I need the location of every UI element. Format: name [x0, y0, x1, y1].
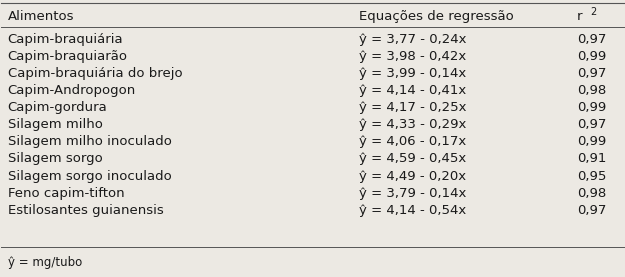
Text: Alimentos: Alimentos [8, 10, 74, 23]
Text: Feno capim-tifton: Feno capim-tifton [8, 187, 124, 200]
Text: ŷ = 4,14 - 0,54x: ŷ = 4,14 - 0,54x [359, 204, 466, 217]
Text: ŷ = 4,14 - 0,41x: ŷ = 4,14 - 0,41x [359, 84, 466, 97]
Text: ŷ = 3,99 - 0,14x: ŷ = 3,99 - 0,14x [359, 67, 466, 80]
Text: 0,97: 0,97 [577, 204, 606, 217]
Text: ŷ = mg/tubo: ŷ = mg/tubo [8, 256, 82, 269]
Text: ŷ = 4,17 - 0,25x: ŷ = 4,17 - 0,25x [359, 101, 467, 114]
Text: Equações de regressão: Equações de regressão [359, 10, 514, 23]
Text: 2: 2 [591, 7, 597, 17]
Text: ŷ = 3,79 - 0,14x: ŷ = 3,79 - 0,14x [359, 187, 466, 200]
Text: Estilosantes guianensis: Estilosantes guianensis [8, 204, 163, 217]
Text: Capim-gordura: Capim-gordura [8, 101, 107, 114]
Text: 0,97: 0,97 [577, 33, 606, 46]
Text: 0,99: 0,99 [577, 50, 606, 63]
Text: Silagem sorgo: Silagem sorgo [8, 153, 102, 165]
Text: ŷ = 4,49 - 0,20x: ŷ = 4,49 - 0,20x [359, 170, 466, 183]
Text: r: r [577, 10, 582, 23]
Text: 0,98: 0,98 [577, 187, 606, 200]
Text: 0,97: 0,97 [577, 67, 606, 80]
Text: 0,98: 0,98 [577, 84, 606, 97]
Text: ŷ = 4,33 - 0,29x: ŷ = 4,33 - 0,29x [359, 118, 466, 131]
Text: Capim-braquiarão: Capim-braquiarão [8, 50, 127, 63]
Text: Capim-Andropogon: Capim-Andropogon [8, 84, 136, 97]
Text: Silagem milho: Silagem milho [8, 118, 102, 131]
Text: 0,95: 0,95 [577, 170, 606, 183]
Text: Capim-braquiária do brejo: Capim-braquiária do brejo [8, 67, 182, 80]
Text: ŷ = 4,06 - 0,17x: ŷ = 4,06 - 0,17x [359, 135, 466, 148]
Text: ŷ = 4,59 - 0,45x: ŷ = 4,59 - 0,45x [359, 153, 466, 165]
Text: 0,97: 0,97 [577, 118, 606, 131]
Text: 0,99: 0,99 [577, 101, 606, 114]
Text: ŷ = 3,98 - 0,42x: ŷ = 3,98 - 0,42x [359, 50, 466, 63]
Text: ŷ = 3,77 - 0,24x: ŷ = 3,77 - 0,24x [359, 33, 467, 46]
Text: 0,91: 0,91 [577, 153, 606, 165]
Text: 0,99: 0,99 [577, 135, 606, 148]
Text: Silagem milho inoculado: Silagem milho inoculado [8, 135, 171, 148]
Text: Silagem sorgo inoculado: Silagem sorgo inoculado [8, 170, 171, 183]
Text: Capim-braquiária: Capim-braquiária [8, 33, 123, 46]
